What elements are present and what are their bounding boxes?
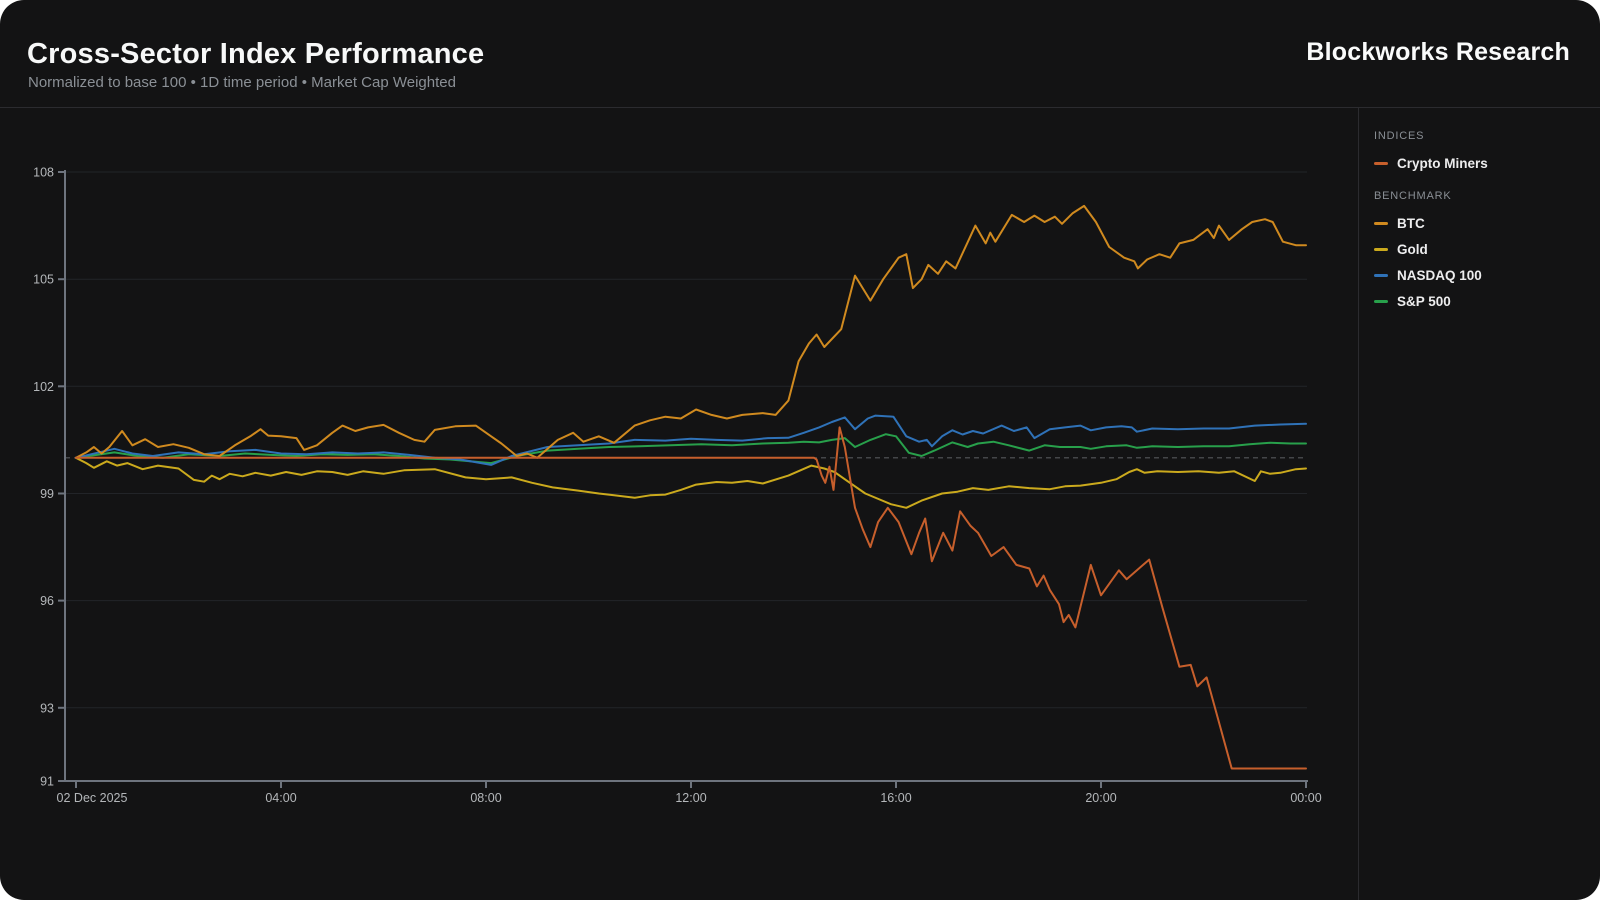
y-axis-label: 96 [40, 594, 54, 608]
legend-panel: INDICES Crypto Miners BENCHMARK BTC Gold NASD… [1358, 108, 1600, 900]
y-axis-label: 102 [33, 380, 54, 394]
legend-item-label: S&P 500 [1397, 293, 1451, 309]
x-axis-label: 00:00 [1290, 791, 1321, 805]
header: Cross-Sector Index Performance Normalize… [0, 0, 1600, 108]
legend-item[interactable]: BTC [1374, 210, 1590, 236]
legend-item-label: Crypto Miners [1397, 155, 1488, 171]
x-axis-label: 16:00 [880, 791, 911, 805]
series-line[interactable] [75, 204, 1307, 459]
x-axis-label: 02 Dec 2025 [57, 791, 128, 805]
x-axis-label: 08:00 [470, 791, 501, 805]
legend-swatch-icon [1374, 273, 1388, 277]
legend-item[interactable]: S&P 500 [1374, 288, 1590, 314]
page-subtitle: Normalized to base 100 • 1D time period … [28, 74, 456, 91]
x-axis-label: 04:00 [265, 791, 296, 805]
legend-section: INDICES Crypto Miners [1374, 130, 1590, 176]
legend-swatch-icon [1374, 161, 1388, 165]
legend-item[interactable]: Gold [1374, 236, 1590, 262]
legend-section-header: BENCHMARK [1374, 190, 1452, 202]
legend-item-label: Gold [1397, 241, 1428, 257]
legend-swatch-icon [1374, 299, 1388, 303]
legend-swatch-icon [1374, 247, 1388, 251]
legend-item-label: NASDAQ 100 [1397, 267, 1482, 283]
legend-item[interactable]: Crypto Miners [1374, 150, 1590, 176]
x-axis-label: 20:00 [1085, 791, 1116, 805]
legend-swatch-icon [1374, 221, 1388, 225]
y-axis-label: 108 [33, 166, 54, 180]
legend-item[interactable]: NASDAQ 100 [1374, 262, 1590, 288]
series-line[interactable] [75, 414, 1307, 466]
series-line[interactable] [75, 433, 1307, 465]
legend-section-header: INDICES [1374, 130, 1425, 142]
series-line[interactable] [75, 456, 1307, 509]
y-axis-label: 91 [40, 775, 54, 789]
legend-item-label: BTC [1397, 215, 1425, 231]
page-title: Cross-Sector Index Performance [27, 38, 485, 70]
x-axis-label: 12:00 [675, 791, 706, 805]
y-axis-label: 105 [33, 273, 54, 287]
series-line[interactable] [75, 426, 1307, 770]
y-axis-label: 99 [40, 487, 54, 501]
brand-logo: Blockworks Research [1306, 38, 1570, 66]
legend-section: BENCHMARK BTC Gold NASDAQ 100 S&P 500 [1374, 190, 1590, 314]
y-axis-label: 93 [40, 701, 54, 715]
